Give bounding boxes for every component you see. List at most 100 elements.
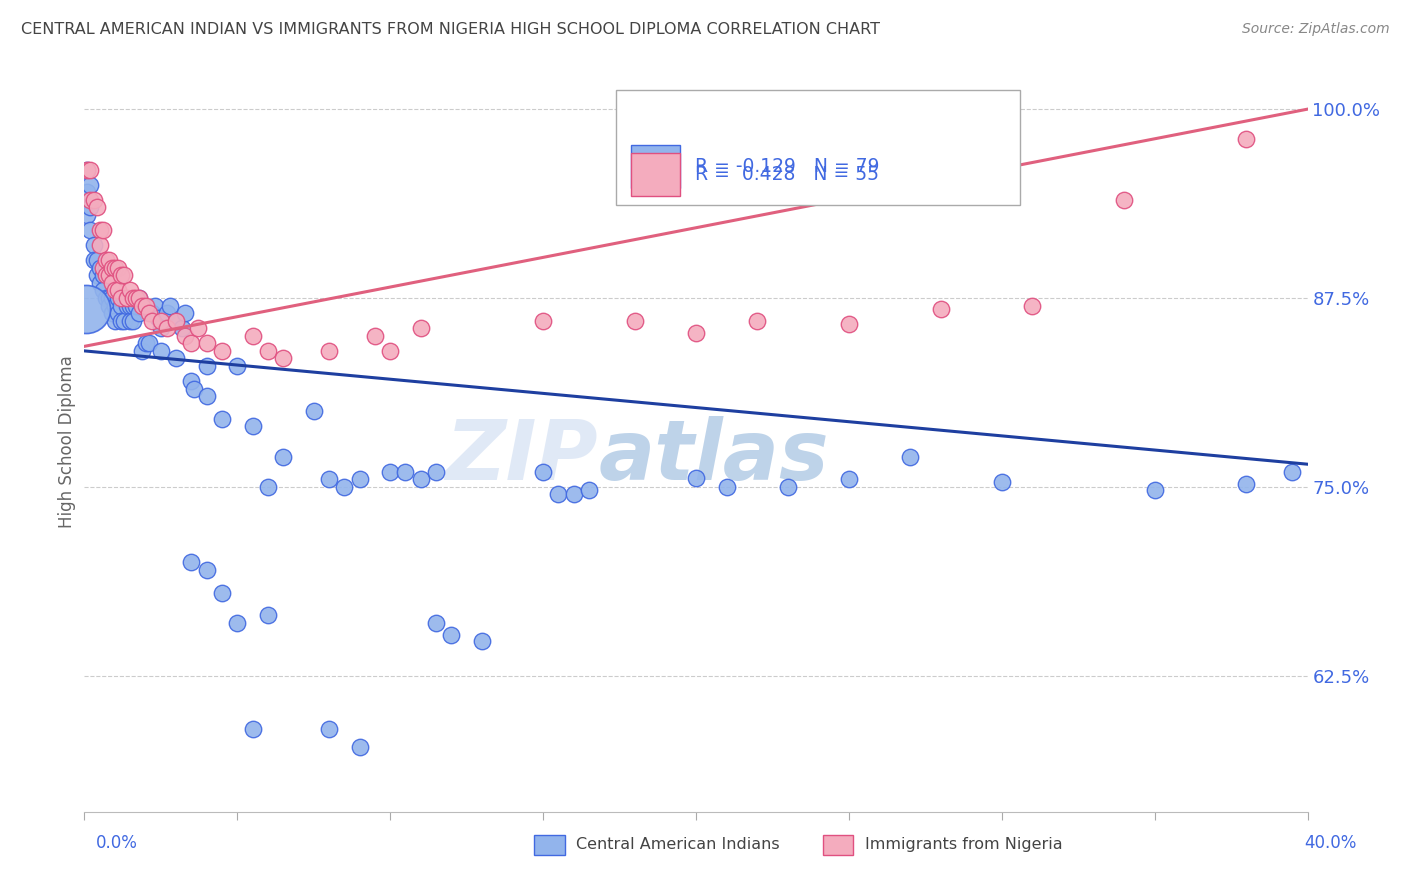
Point: [86, 268, 108, 283]
FancyBboxPatch shape: [631, 153, 681, 195]
Point: [86, 253, 108, 268]
Point: [257, 343, 280, 358]
Point: [425, 465, 447, 479]
Point: [110, 268, 132, 283]
Point: [89, 276, 111, 290]
Point: [349, 739, 371, 754]
Point: [79, 223, 101, 237]
Point: [257, 480, 280, 494]
Point: [333, 480, 356, 494]
Point: [110, 313, 132, 327]
Point: [120, 299, 142, 313]
Text: atlas: atlas: [598, 416, 828, 497]
Point: [83, 238, 105, 252]
Point: [159, 299, 181, 313]
Point: [91, 268, 114, 283]
Text: R =  0.428   N = 55: R = 0.428 N = 55: [695, 165, 879, 184]
Point: [211, 343, 233, 358]
Point: [186, 321, 208, 335]
Point: [838, 317, 860, 331]
Point: [195, 336, 218, 351]
Point: [112, 268, 135, 283]
Point: [89, 238, 111, 252]
Point: [174, 306, 197, 320]
Point: [776, 480, 799, 494]
Point: [91, 260, 114, 275]
Point: [929, 301, 952, 316]
Point: [76, 162, 98, 177]
Point: [128, 291, 150, 305]
Point: [94, 268, 117, 283]
Point: [79, 193, 101, 207]
Point: [409, 472, 432, 486]
Point: [271, 450, 294, 464]
Point: [195, 359, 218, 373]
Point: [104, 313, 127, 327]
Point: [107, 306, 129, 320]
Point: [257, 608, 280, 623]
Point: [318, 343, 340, 358]
Text: Immigrants from Nigeria: Immigrants from Nigeria: [865, 838, 1063, 852]
Point: [101, 306, 124, 320]
Point: [440, 628, 463, 642]
Text: CENTRAL AMERICAN INDIAN VS IMMIGRANTS FROM NIGERIA HIGH SCHOOL DIPLOMA CORRELATI: CENTRAL AMERICAN INDIAN VS IMMIGRANTS FR…: [21, 22, 880, 37]
Text: Source: ZipAtlas.com: Source: ZipAtlas.com: [1241, 22, 1389, 37]
Point: [141, 313, 163, 327]
Point: [685, 326, 707, 340]
Point: [180, 374, 202, 388]
Point: [195, 389, 218, 403]
Point: [156, 306, 179, 320]
Point: [685, 471, 707, 485]
Point: [120, 313, 142, 327]
Point: [131, 299, 153, 313]
Point: [122, 299, 145, 313]
Point: [115, 291, 138, 305]
Point: [97, 299, 120, 313]
Point: [83, 193, 105, 207]
Point: [104, 299, 127, 313]
Point: [531, 465, 554, 479]
Point: [156, 321, 179, 335]
Point: [75, 301, 97, 316]
Point: [165, 313, 187, 327]
Point: [97, 268, 120, 283]
FancyBboxPatch shape: [631, 145, 681, 188]
Point: [211, 585, 233, 599]
Point: [138, 306, 160, 320]
Point: [226, 359, 249, 373]
Text: R = -0.129   N = 79: R = -0.129 N = 79: [695, 157, 879, 176]
Point: [94, 260, 117, 275]
Point: [107, 260, 129, 275]
Point: [562, 487, 585, 501]
Point: [578, 483, 600, 497]
Point: [1143, 483, 1166, 497]
Point: [110, 291, 132, 305]
Point: [747, 313, 769, 327]
Point: [76, 186, 98, 200]
Point: [172, 321, 194, 335]
Point: [242, 419, 264, 434]
Point: [149, 313, 172, 327]
Point: [120, 284, 142, 298]
Point: [115, 299, 138, 313]
FancyBboxPatch shape: [616, 90, 1021, 204]
Point: [141, 306, 163, 320]
Point: [79, 178, 101, 192]
Point: [91, 284, 114, 298]
Point: [547, 487, 569, 501]
Point: [83, 253, 105, 268]
Point: [425, 615, 447, 630]
Point: [149, 321, 172, 335]
Point: [107, 291, 129, 305]
Text: 40.0%: 40.0%: [1305, 834, 1357, 852]
Point: [318, 472, 340, 486]
Point: [101, 260, 124, 275]
Point: [107, 284, 129, 298]
Point: [471, 634, 494, 648]
Point: [89, 260, 111, 275]
Text: ZIP: ZIP: [446, 416, 598, 497]
Point: [226, 615, 249, 630]
Point: [135, 299, 157, 313]
Point: [112, 291, 135, 305]
Point: [716, 480, 738, 494]
